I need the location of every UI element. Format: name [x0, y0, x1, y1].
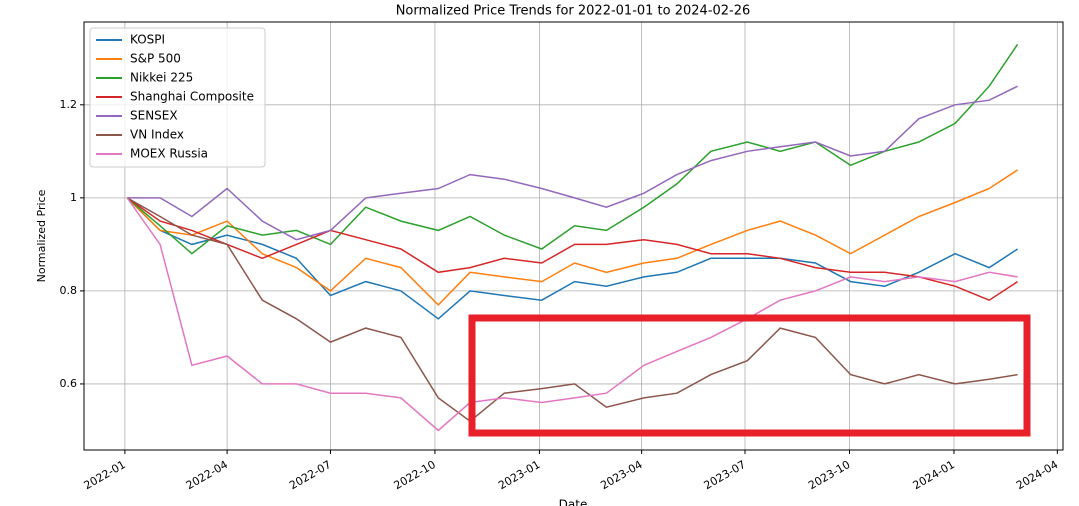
- legend-label: Shanghai Composite: [130, 90, 254, 104]
- legend-label: Nikkei 225: [130, 71, 193, 85]
- axes-frame: [83, 21, 1064, 451]
- x-tick-label: 2022-07: [287, 458, 333, 492]
- x-tick-label: 2024-01: [911, 458, 957, 492]
- x-tick-label: 2024-04: [1014, 458, 1060, 492]
- series-line: [126, 197, 1019, 320]
- series-line: [126, 197, 1019, 302]
- x-tick-label: 2022-04: [184, 458, 230, 492]
- y-tick-label: 1: [70, 191, 77, 204]
- x-tick-label: 2023-07: [702, 458, 748, 492]
- series-line: [126, 43, 1019, 255]
- x-tick-label: 2023-10: [806, 458, 852, 492]
- y-tick-label: 0.8: [60, 284, 78, 297]
- series-line: [127, 85, 1018, 241]
- series-line: [126, 197, 1018, 423]
- x-tick-label: 2023-01: [496, 458, 542, 492]
- legend-label: VN Index: [130, 128, 184, 142]
- y-tick-label: 0.6: [60, 377, 78, 390]
- legend-label: MOEX Russia: [130, 147, 208, 161]
- x-tick-label: 2023-04: [598, 458, 644, 492]
- x-axis-label: Date: [559, 498, 588, 506]
- legend-label: KOSPI: [130, 33, 165, 47]
- highlight-box: [468, 314, 1031, 437]
- legend: KOSPI S&P 500 Nikkei 225 Shanghai Composite…: [89, 27, 266, 168]
- y-axis-label: Normalized Price: [35, 189, 48, 282]
- x-tick-label: 2022-01: [82, 458, 128, 492]
- x-tick-label: 2022-10: [392, 458, 438, 492]
- legend-frame: [89, 27, 266, 168]
- chart-title: Normalized Price Trends for 2022-01-01 t…: [396, 4, 751, 19]
- series-line: [126, 197, 1018, 432]
- y-tick-label: 1.2: [60, 98, 78, 111]
- legend-label: S&P 500: [130, 52, 181, 66]
- legend-label: SENSEX: [130, 109, 178, 123]
- series-line: [126, 169, 1019, 306]
